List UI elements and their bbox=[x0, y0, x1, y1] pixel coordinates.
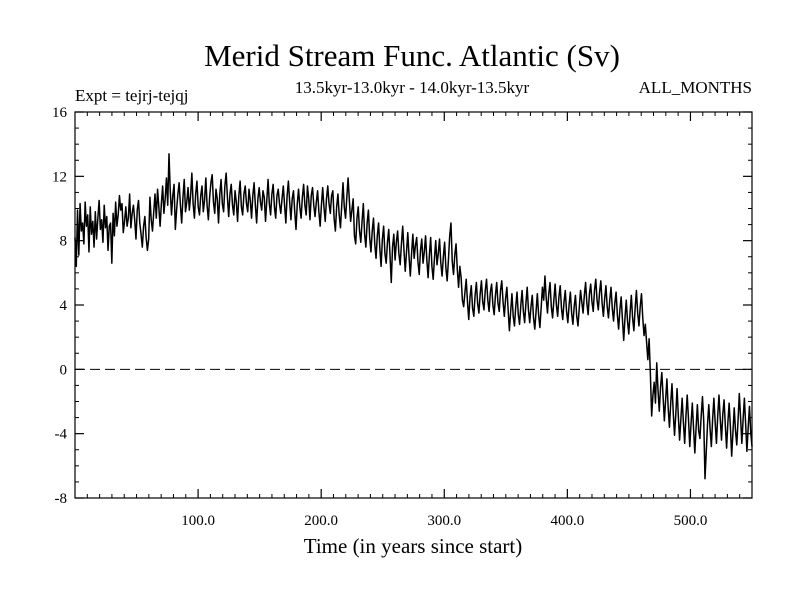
plot-area: 100.0 200.0 300.0 400.0 500.0 -8 -4 0 4 8 12 16 bbox=[52, 105, 753, 529]
y-tick-label: 12 bbox=[52, 169, 67, 185]
x-tick-label: 400.0 bbox=[550, 513, 584, 529]
series-line bbox=[74, 153, 753, 480]
experiment-label: Expt = tejrj-tejqj bbox=[75, 86, 188, 105]
x-tick-label: 100.0 bbox=[181, 513, 215, 529]
x-tick-label: 500.0 bbox=[674, 513, 708, 529]
y-tick-label: 0 bbox=[60, 362, 68, 378]
chart-title: Merid Stream Func. Atlantic (Sv) bbox=[204, 38, 620, 73]
y-tick-label: -4 bbox=[55, 427, 68, 443]
plot-frame bbox=[74, 111, 753, 499]
period-label: 13.5kyr-13.0kyr - 14.0kyr-13.5kyr bbox=[295, 78, 530, 97]
x-tick-label: 300.0 bbox=[427, 513, 461, 529]
y-tick-label: -8 bbox=[55, 491, 68, 507]
y-tick-label: 4 bbox=[60, 298, 68, 314]
x-axis-label: Time (in years since start) bbox=[304, 534, 523, 558]
y-tick-label: 8 bbox=[60, 234, 68, 250]
y-tick-label: 16 bbox=[52, 105, 68, 121]
months-label: ALL_MONTHS bbox=[639, 78, 752, 97]
x-tick-label: 200.0 bbox=[304, 513, 338, 529]
